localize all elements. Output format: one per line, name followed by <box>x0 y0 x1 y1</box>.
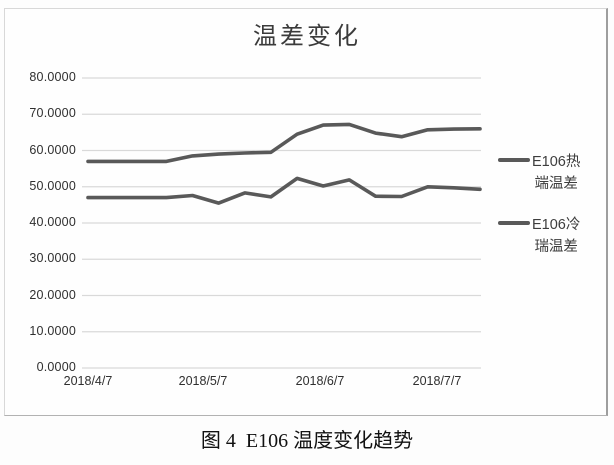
x-axis-tick-label: 2018/6/7 <box>295 374 345 388</box>
legend-item: E106热端温差 <box>498 151 580 196</box>
figure-caption: 图 4 E106 温度变化趋势 <box>200 430 414 452</box>
x-axis-tick-label: 2018/4/7 <box>63 374 113 388</box>
legend-label-line: E106热 <box>532 154 581 170</box>
legend-label: E106冷瑞温差 <box>532 214 580 259</box>
y-axis-tick-label: 20.0000 <box>29 287 76 302</box>
legend-line-swatch <box>498 158 530 162</box>
y-axis-tick-label: 70.0000 <box>29 106 76 121</box>
chart-frame <box>4 8 608 416</box>
y-axis-tick-label: 40.0000 <box>29 215 76 229</box>
x-axis-tick-label: 2018/5/7 <box>178 374 228 388</box>
x-axis-tick-label: 2018/7/7 <box>412 374 462 388</box>
y-axis-tick-label: 80.0000 <box>29 70 76 84</box>
y-axis-tick-label: 60.0000 <box>29 142 76 157</box>
legend-label: E106热端温差 <box>532 151 580 196</box>
y-axis-tick-label: 50.0000 <box>29 178 76 193</box>
legend-label-line: 瑞温差 <box>534 239 578 256</box>
legend-line-swatch <box>498 221 530 225</box>
y-axis-tick-label: 0.0000 <box>36 360 76 374</box>
legend-item: E106冷瑞温差 <box>498 214 580 259</box>
y-axis-tick-label: 30.0000 <box>29 251 76 266</box>
legend-label-line: 端温差 <box>534 176 578 193</box>
chart-title: 温差变化 <box>253 23 361 50</box>
y-axis-tick-label: 10.0000 <box>29 323 76 338</box>
legend-label-line: E106冷 <box>532 217 581 233</box>
